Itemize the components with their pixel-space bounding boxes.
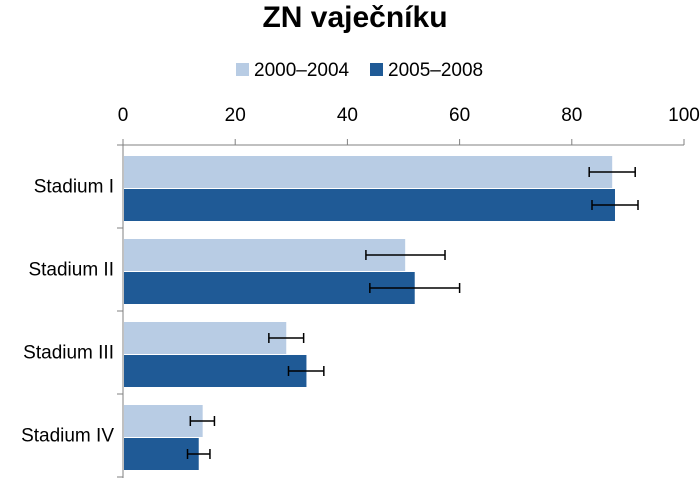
bar-2005-2008 [124, 189, 615, 221]
bar-2000-2004 [124, 239, 406, 271]
error-bar [588, 167, 636, 177]
x-tick-label: 80 [561, 105, 582, 126]
bar-2000-2004 [124, 322, 287, 354]
bar-2000-2004 [124, 405, 203, 437]
error-bar [287, 366, 325, 376]
x-tick-label: 20 [225, 105, 246, 126]
error-bar [365, 250, 446, 260]
legend: 2000–2004 2005–2008 [236, 60, 483, 81]
bar-2005-2008 [124, 438, 199, 470]
legend-swatch-2000-2004 [236, 63, 249, 76]
error-bar [591, 200, 639, 210]
legend-label-2000-2004: 2000–2004 [254, 60, 350, 81]
x-tick-label: 0 [118, 105, 129, 126]
error-bar [189, 416, 216, 426]
y-axis: Stadium I Stadium II Stadium III Stadium IV [21, 144, 124, 478]
x-axis: 0 20 40 60 80 100 [118, 105, 700, 146]
bar-2005-2008 [124, 272, 415, 304]
category-label: Stadium I [34, 177, 114, 198]
legend-swatch-2005-2008 [370, 63, 383, 76]
error-bar [186, 449, 211, 459]
x-tick-label: 60 [449, 105, 470, 126]
chart-title: ZN vaječníku [262, 1, 447, 34]
error-bar [268, 333, 305, 343]
category-label: Stadium II [28, 260, 114, 281]
category-label: Stadium III [23, 343, 114, 364]
x-tick-label: 100 [668, 105, 700, 126]
x-tick-label: 40 [337, 105, 358, 126]
error-bar [369, 283, 461, 293]
bar-2005-2008 [124, 355, 307, 387]
bar-2000-2004 [124, 156, 613, 188]
category-label: Stadium IV [21, 426, 114, 447]
legend-label-2005-2008: 2005–2008 [388, 60, 483, 81]
bars [124, 156, 615, 470]
error-bars [186, 167, 639, 459]
